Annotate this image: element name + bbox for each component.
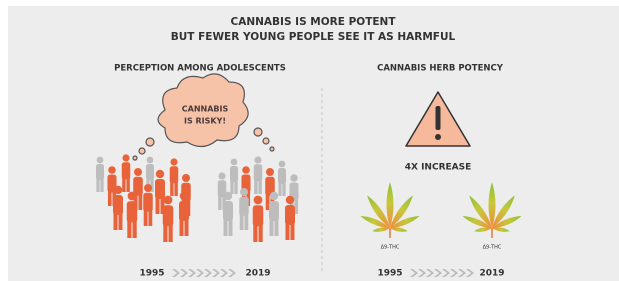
person-head xyxy=(231,159,238,166)
person-head xyxy=(114,186,122,194)
title-line: BUT FEWER YOUNG PEOPLE SEE IT AS HARMFUL xyxy=(171,31,456,43)
person-leg xyxy=(133,219,137,238)
person-leg xyxy=(122,177,125,192)
person-head xyxy=(182,174,190,182)
person-head xyxy=(164,196,173,205)
callout: 4X INCREASE xyxy=(405,163,472,173)
person-leg xyxy=(234,180,237,194)
person-leg xyxy=(286,222,290,240)
person-leg xyxy=(100,178,103,192)
person-leg xyxy=(148,209,152,226)
person-leg xyxy=(270,218,274,236)
person-head xyxy=(108,166,116,174)
person-leg xyxy=(185,218,189,236)
person-leg xyxy=(156,196,160,214)
infographic: CANNABIS IS MORE POTENT BUT FEWER YOUNG … xyxy=(0,0,619,281)
year: 1995 xyxy=(377,269,402,279)
person-leg xyxy=(108,190,112,206)
person-leg xyxy=(278,182,281,196)
person-leg xyxy=(174,181,177,196)
person-head xyxy=(242,166,250,174)
person-leg xyxy=(138,193,142,210)
person-leg xyxy=(275,218,279,236)
person-leg xyxy=(163,223,167,242)
person-head xyxy=(240,188,248,196)
leaf-label: Δ9-THC xyxy=(483,245,502,251)
bubble-text: IS RISKY! xyxy=(184,117,226,126)
person-head xyxy=(156,170,164,178)
person-leg xyxy=(127,219,131,238)
person-leg xyxy=(266,193,270,210)
person-leg xyxy=(96,178,99,192)
bubble-text: CANNABIS xyxy=(182,105,229,114)
person-head xyxy=(134,168,142,176)
person-leg xyxy=(259,223,263,242)
person-leg xyxy=(224,218,228,236)
person-head xyxy=(147,157,154,164)
person-head xyxy=(266,168,274,176)
person-leg xyxy=(230,180,233,194)
background xyxy=(8,6,619,281)
person-head xyxy=(180,192,188,200)
person-leg xyxy=(253,223,257,242)
person-head xyxy=(224,192,232,200)
person-leg xyxy=(180,218,184,236)
person-leg xyxy=(254,179,257,194)
person-head xyxy=(144,184,152,192)
person-head xyxy=(254,196,263,205)
person-head xyxy=(128,192,137,201)
person-head xyxy=(279,161,286,168)
title-line: CANNABIS IS MORE POTENT xyxy=(231,16,397,28)
section-heading: CANNABIS HERB POTENCY xyxy=(377,64,504,74)
person-leg xyxy=(170,181,173,196)
person-head xyxy=(270,192,278,200)
person-leg xyxy=(144,209,148,226)
person-head xyxy=(170,158,177,165)
person-leg xyxy=(291,222,295,240)
person-leg xyxy=(169,223,173,242)
person-leg xyxy=(282,182,285,196)
person-leg xyxy=(114,212,118,230)
page: CANNABIS IS MORE POTENT BUT FEWER YOUNG … xyxy=(0,0,619,281)
year: 2019 xyxy=(245,269,270,279)
person-head xyxy=(254,156,261,163)
year: 1995 xyxy=(139,269,164,279)
person-leg xyxy=(229,218,233,236)
leaf-label: Δ9-THC xyxy=(381,245,400,251)
year: 2019 xyxy=(479,269,504,279)
person-leg xyxy=(244,213,248,230)
person-leg xyxy=(126,177,129,192)
person-head xyxy=(218,172,225,179)
person-leg xyxy=(258,179,261,194)
section-heading: PERCEPTION AMONG ADOLESCENTS xyxy=(114,64,286,74)
person-head xyxy=(286,196,294,204)
person-head xyxy=(290,174,298,182)
person-leg xyxy=(119,212,123,230)
person-leg xyxy=(240,213,244,230)
person-head xyxy=(122,154,129,161)
person-head xyxy=(97,157,104,164)
person-leg xyxy=(218,195,221,210)
